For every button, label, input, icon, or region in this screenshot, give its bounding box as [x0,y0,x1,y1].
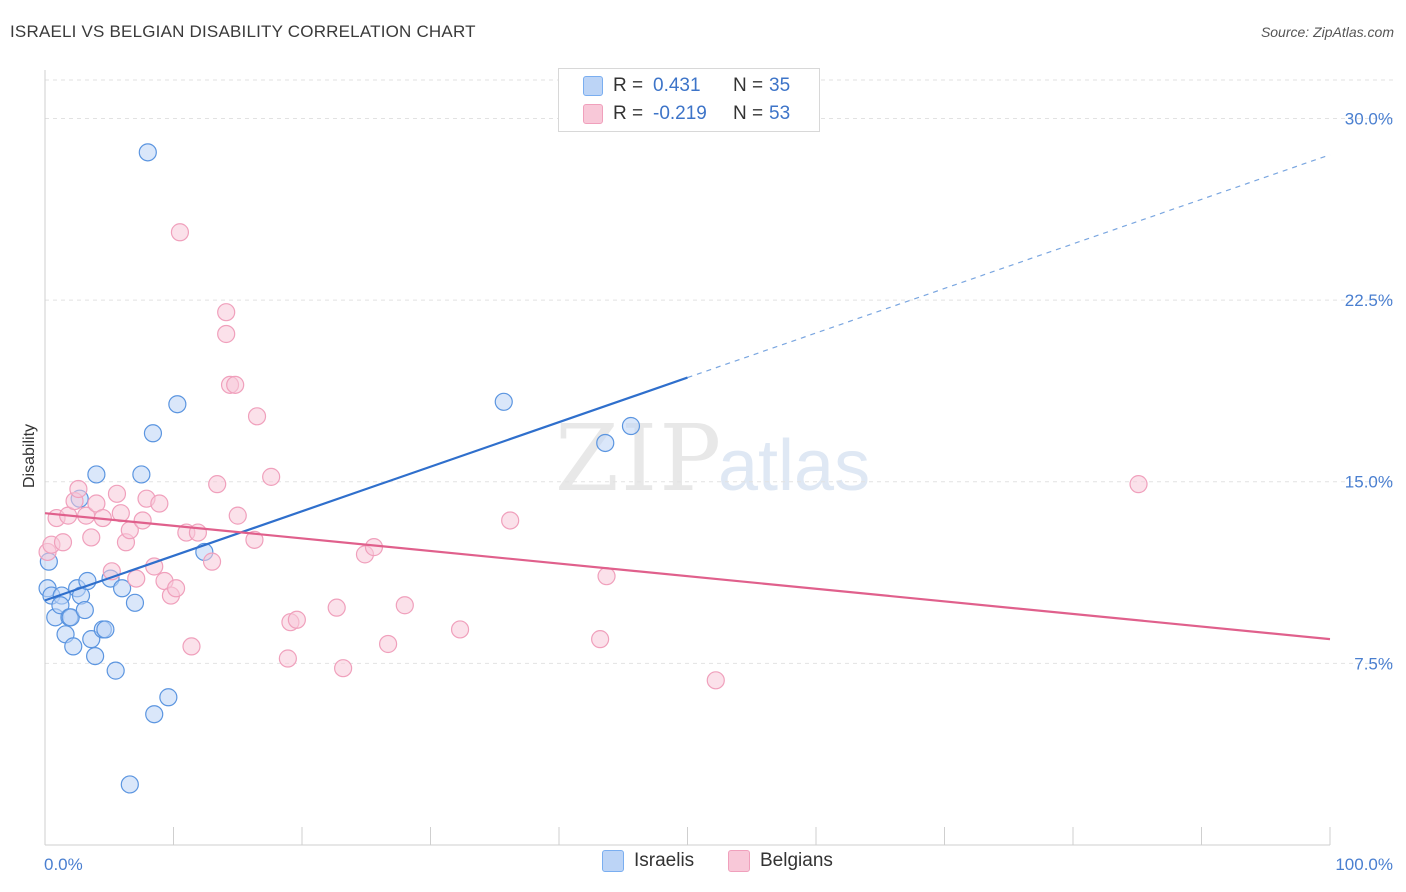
data-point [107,484,127,503]
data-point [138,143,157,162]
data-point [82,630,101,649]
data-point [591,630,610,649]
data-point [378,634,398,654]
data-point [287,610,306,629]
trend-line-israelis [44,376,688,602]
data-point [706,671,725,690]
data-point [494,392,513,411]
data-point [106,661,125,680]
source-label: Source: ZipAtlas.com [1260,24,1394,40]
legend-n-label: N = [733,75,764,96]
data-point [145,705,164,724]
legend-label-israelis: Israelis [634,850,695,871]
stats-legend: R = 0.431 N = 35 R = -0.219 N = 53 [558,68,820,132]
data-point [228,506,247,525]
data-point [217,303,236,322]
data-point [202,552,222,571]
data-point [69,479,88,499]
data-point [75,600,94,620]
tick-labels: 7.5% 15.0% 22.5% 30.0% 0.0% 100.0% [44,109,1393,874]
legend-n-value: 53 [769,103,791,124]
data-point [168,395,187,414]
grid-lines [45,79,1395,664]
data-point [133,511,152,530]
legend-swatch-belgians [583,104,603,124]
legend-row-belgians: R = -0.219 N = 53 [583,101,791,127]
y-tick-label: 15.0% [1345,473,1393,492]
legend-n-label: N = [733,103,764,124]
data-point [208,475,227,494]
axes [44,70,1331,846]
y-tick-label: 22.5% [1345,291,1393,310]
data-point [245,530,264,549]
data-point [226,375,245,394]
series-legend: Israelis Belgians [0,850,1406,878]
data-point [159,688,178,707]
legend-item-israelis[interactable]: Israelis [602,850,694,872]
data-point [87,465,106,484]
legend-swatch-belgians [728,850,750,872]
data-point [86,646,105,666]
data-point [395,596,414,615]
data-point [217,324,236,344]
data-point [621,416,641,436]
series-israelis [38,143,641,794]
chart-title: ISRAELI VS BELGIAN DISABILITY CORRELATIO… [10,22,476,41]
data-point [278,649,297,668]
data-point [596,433,615,453]
data-point [597,567,616,586]
data-point [125,593,145,612]
x-tick-label: 100.0% [1335,855,1393,874]
legend-label-belgians: Belgians [760,850,833,871]
data-point [247,407,267,426]
legend-r-label: R = [613,75,644,96]
y-tick-label: 30.0% [1345,109,1393,128]
data-point [327,598,346,617]
data-point [96,620,115,639]
y-tick-label: 7.5% [1354,654,1393,673]
trend-line-belgians [44,512,1331,641]
data-point [143,424,163,443]
data-point [112,579,132,598]
legend-n-value: 35 [769,75,791,96]
watermark-zip: ZIP [555,405,723,512]
data-point [51,596,70,615]
data-point [1129,475,1148,494]
legend-r-value: -0.219 [653,103,707,124]
data-point [262,467,281,486]
data-point [132,465,151,484]
series-belgians [38,223,1148,690]
data-point [450,620,470,639]
data-point [82,528,101,547]
data-point [170,223,190,242]
data-point [334,659,353,678]
legend-item-belgians[interactable]: Belgians [728,850,833,872]
watermark: ZIP atlas [555,405,870,512]
watermark-atlas: atlas [718,426,870,506]
trend-lines [44,154,1331,641]
data-point [64,637,83,656]
x-tick-label: 0.0% [44,855,83,874]
data-point [166,579,186,598]
data-point [150,494,169,513]
data-point [120,775,139,794]
legend-row-israelis: R = 0.431 N = 35 [583,73,791,99]
y-axis-label: Disability [21,424,38,488]
data-point [61,608,80,627]
legend-r-value: 0.431 [653,75,701,96]
data-point [127,569,146,588]
data-point [182,637,201,656]
trend-extension-israelis [687,154,1331,379]
legend-swatch-israelis [583,76,603,96]
data-point [501,511,520,530]
data-point [53,533,73,552]
legend-swatch-israelis [602,850,624,872]
legend-r-label: R = [613,103,644,124]
